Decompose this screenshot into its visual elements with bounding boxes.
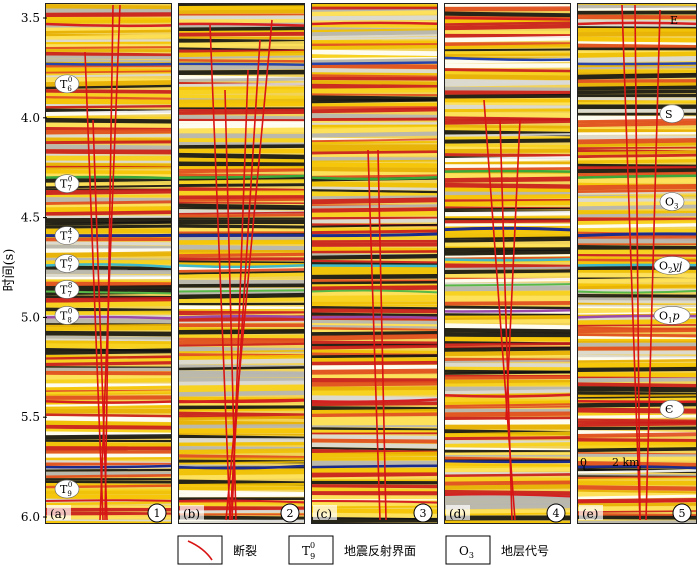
panel-letter-5: (e): [582, 507, 598, 521]
horizon-label-2: T70: [54, 174, 80, 193]
svg-text:O2yj: O2yj: [659, 260, 683, 275]
svg-text:T76: T76: [60, 256, 73, 273]
seismic-panel-2: [178, 3, 305, 524]
fault-line: [367, 149, 381, 521]
svg-text:T74: T74: [60, 228, 73, 245]
legend-label-1: 断裂: [233, 543, 257, 558]
horizon-label-4: T76: [54, 254, 80, 273]
fault-line-icon: [187, 540, 213, 561]
fault-line: [505, 119, 521, 421]
svg-text:T80: T80: [60, 307, 72, 324]
y-tick-label: 5.0: [21, 310, 40, 324]
fault-line: [229, 39, 261, 521]
y-tick-label: 4.5: [21, 211, 40, 225]
horizon-label-5: T78: [54, 280, 80, 299]
legend-item-fault-line: 断裂: [177, 535, 257, 565]
fault-line: [621, 4, 641, 521]
panel-number-circle-1: [147, 503, 167, 523]
panel-number-3: 3: [420, 507, 427, 520]
fault-line: [377, 149, 387, 521]
fault-line: [92, 119, 108, 521]
fault-line: [645, 9, 661, 521]
stratum-label-1: E: [670, 14, 678, 27]
panel-number-1: 1: [154, 507, 161, 520]
stratum-label-5: O1p: [653, 306, 691, 325]
panel-number-circle-2: [280, 503, 300, 523]
panel-letter-4: (d): [449, 507, 466, 521]
y-tick-label: 3.5: [21, 11, 40, 25]
seismic-panel-4: [444, 3, 571, 524]
panel-number-4: 4: [553, 507, 560, 520]
legend: 断裂 T0 9 地震反射界面 O3 地层代号: [177, 535, 549, 565]
y-axis: 时间(s) 3.5 4.0 4.5 5.0 5.5 6.0: [2, 11, 47, 524]
panel-number-circle-3: [413, 503, 433, 523]
fault-line: [499, 119, 513, 521]
horizon-label-6: T80: [54, 306, 80, 325]
stratum-label-3: O3: [659, 192, 685, 211]
legend-item-horizon: T0 9 地震反射界面: [288, 535, 416, 565]
y-tick-label: 4.0: [21, 111, 40, 125]
panel-number-2: 2: [287, 507, 294, 520]
stratum-label-6: Є: [659, 399, 685, 419]
stratum-label-2: S: [659, 104, 685, 124]
legend-item-stratum: O3 地层代号: [445, 535, 549, 565]
legend-label-3: 地层代号: [501, 544, 549, 558]
fault-line: [84, 51, 104, 521]
scale-label: 2 km: [612, 456, 640, 469]
scale-start: 0: [580, 456, 587, 469]
fault-line: [634, 4, 641, 521]
svg-text:T70: T70: [60, 176, 72, 193]
svg-text:T60: T60: [60, 76, 72, 93]
svg-text:S: S: [665, 108, 673, 121]
panel-letter-2: (b): [183, 507, 200, 521]
fault-line: [104, 4, 114, 521]
svg-text:O3: O3: [665, 196, 679, 211]
fault-lines: [84, 4, 661, 521]
horizon-label-7: T90: [54, 479, 80, 499]
svg-text:T09: T0 9: [302, 541, 315, 561]
fault-line: [209, 24, 231, 521]
scale-bar: 0 2 km: [580, 456, 641, 471]
panel-number-circle-4: [546, 503, 566, 523]
fault-line: [225, 19, 273, 521]
stratum-label-4: O2yj: [653, 256, 691, 275]
svg-text:T78: T78: [60, 281, 72, 298]
y-tick-label: 6.0: [21, 510, 40, 524]
seismic-panels: [45, 3, 697, 524]
horizon-label-3: T74: [54, 226, 80, 245]
svg-text:Є: Є: [665, 403, 673, 416]
seismic-panel-3: [311, 3, 438, 524]
svg-text:O1p: O1p: [659, 309, 680, 324]
panel-number-circle-5: [672, 503, 692, 523]
horizon-label-1: T60: [54, 74, 80, 94]
y-tick-label: 5.5: [21, 410, 40, 424]
panel-letter-1: (a): [50, 507, 67, 521]
panel-letter-3: (c): [316, 507, 332, 521]
legend-label-2: 地震反射界面: [344, 543, 416, 558]
panel-number-5: 5: [679, 507, 686, 520]
svg-text:O3: O3: [459, 544, 474, 560]
y-axis-title: 时间(s): [2, 249, 17, 292]
svg-text:T90: T90: [60, 481, 72, 498]
fault-line: [99, 4, 121, 521]
